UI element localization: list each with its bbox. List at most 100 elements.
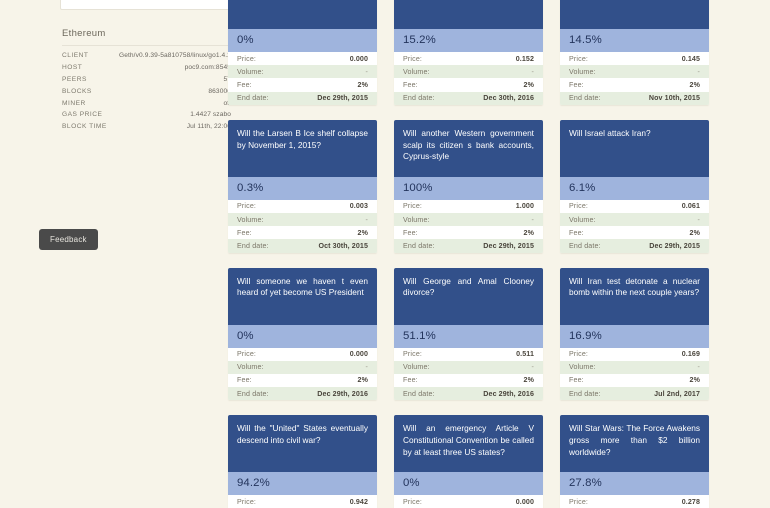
stat-label: End date: (569, 241, 601, 250)
market-card[interactable]: Will the Larsen B Ice shelf collapse by … (228, 119, 377, 253)
market-card[interactable]: Will George and Amal Clooney divorce? 51.… (394, 267, 543, 401)
stat-label: Fee: (403, 228, 418, 237)
market-stat-fee: Fee: 2% (560, 226, 709, 239)
stat-value: 0.000 (349, 350, 368, 359)
market-stat-end-date: End date: Dec 29th, 2015 (228, 91, 377, 105)
market-card[interactable]: Will another Western government scalp it… (394, 119, 543, 253)
stat-label: Fee: (237, 80, 252, 89)
stat-label: Fee: (569, 376, 584, 385)
market-stats: Price: 0.511 Volume: - Fee: 2% End date: Dec 29… (394, 348, 543, 401)
info-label: BLOCK TIME (62, 123, 107, 131)
stat-value: 0.169 (681, 350, 700, 359)
stat-value: Dec 29th, 2015 (317, 94, 368, 103)
stat-value: 0.000 (515, 497, 534, 506)
stat-value: 0.152 (515, 54, 534, 63)
stat-value: 2% (357, 80, 368, 89)
market-stat-volume: Volume: - (560, 212, 709, 227)
market-stat-end-date: End date: Nov 10th, 2015 (560, 91, 709, 105)
stat-label: Price: (403, 497, 423, 506)
stat-label: End date: (237, 389, 269, 398)
market-stats: Price:0.942Volume:-Fee:2%End date:Dec 29… (228, 495, 377, 508)
stat-label: Price: (403, 54, 423, 63)
feedback-button[interactable]: Feedback (39, 229, 98, 250)
info-row-gas-price: GAS PRICE 1.4427 szabo (60, 109, 233, 121)
market-stat-volume: Volume: - (228, 360, 377, 374)
stat-label: End date: (403, 389, 435, 398)
market-card[interactable]: Will Iran test detonate a nuclear bomb w… (560, 267, 709, 401)
stat-value: 0.061 (681, 202, 700, 211)
market-card[interactable]: 2015?0% Price: 0.000 Volume: - Fee: 2% End date… (228, 0, 377, 105)
market-title: Will another Western government scalp it… (394, 119, 543, 177)
market-card[interactable]: Will Israel attack Iran? 6.1% Price: 0.061 V… (560, 119, 709, 253)
market-stat-fee: Fee: 2% (228, 374, 377, 387)
market-stat-price: Price: 0.000 (228, 348, 377, 361)
ethereum-info-list: CLIENT Geth/v0.9.39-5a810758/linux/go1.4… (60, 50, 233, 132)
market-stats: Price: 0.003 Volume: - Fee: 2% End date: Oct 30… (228, 200, 377, 253)
market-stat-price: Price: 0.511 (394, 348, 543, 361)
market-stat-price: Price: 1.000 (394, 200, 543, 213)
sidebar: CASH 6392.0459 REPUTATION 47 ETHER 99967… (60, 0, 233, 132)
market-stat-volume: Volume: - (228, 212, 377, 227)
stat-value: - (365, 363, 368, 372)
market-title: Will Star Wars: The Force Awakens gross … (560, 415, 709, 473)
stat-label: Volume: (237, 67, 264, 76)
ethereum-section-title: Ethereum (62, 28, 106, 39)
market-card[interactable]: 14.5% Price: 0.145 Volume: - Fee: 2% End date: N… (560, 0, 709, 105)
market-card[interactable]: 15.2% Price: 0.152 Volume: - Fee: 2% End date: D… (394, 0, 543, 105)
stat-value: Oct 30th, 2015 (318, 241, 368, 250)
stat-value: 2% (523, 80, 534, 89)
stat-value: - (531, 215, 534, 224)
stat-value: 1.000 (515, 202, 534, 211)
info-value: 863006 (208, 87, 231, 95)
market-stat-price: Price: 0.000 (394, 495, 543, 508)
stat-label: Price: (403, 350, 423, 359)
market-stat-end-date: End date: Dec 29th, 2015 (560, 239, 709, 253)
stat-label: Volume: (403, 67, 430, 76)
stat-value: 2% (689, 228, 700, 237)
market-stat-price: Price: 0.169 (560, 348, 709, 361)
market-title (394, 0, 543, 29)
stat-value: Nov 10th, 2015 (648, 94, 700, 103)
market-stat-fee: Fee: 2% (228, 78, 377, 91)
stat-label: Volume: (237, 215, 264, 224)
market-card[interactable]: Will someone we haven t even heard of ye… (228, 267, 377, 401)
market-stats: Price: 0.145 Volume: - Fee: 2% End date: Nov 10… (560, 52, 709, 105)
market-title: 2015? (228, 0, 377, 29)
market-card[interactable]: Will Star Wars: The Force Awakens gross … (560, 415, 709, 508)
market-stat-volume: Volume: - (394, 65, 543, 79)
stat-label: Fee: (237, 228, 252, 237)
stat-value: - (365, 215, 368, 224)
stat-value: Dec 30th, 2016 (483, 94, 534, 103)
stat-label: Volume: (403, 363, 430, 372)
stat-label: Price: (237, 497, 257, 506)
market-percent: 6.1% (560, 176, 709, 200)
stat-value: - (697, 67, 700, 76)
market-stat-volume: Volume: - (560, 65, 709, 79)
market-stat-price: Price: 0.152 (394, 52, 543, 65)
stat-value: 2% (523, 228, 534, 237)
market-stat-fee: Fee: 2% (394, 78, 543, 91)
stat-label: End date: (403, 94, 435, 103)
market-stat-volume: Volume: - (228, 65, 377, 79)
market-percent: 100% (394, 176, 543, 200)
market-stats: Price: 0.169 Volume: - Fee: 2% End date: Jul 2n… (560, 348, 709, 401)
market-stat-end-date: End date: Oct 30th, 2015 (228, 239, 377, 253)
stat-value: 0.511 (516, 350, 534, 359)
market-stat-fee: Fee: 2% (560, 374, 709, 387)
stat-label: End date: (403, 241, 435, 250)
stat-value: Dec 29th, 2015 (483, 241, 534, 250)
market-title: Will the Larsen B Ice shelf collapse by … (228, 119, 377, 177)
market-stat-end-date: End date: Dec 29th, 2015 (394, 239, 543, 253)
market-card[interactable]: Will an emergency Article V Constitution… (394, 415, 543, 508)
market-stat-price: Price: 0.000 (228, 52, 377, 65)
market-card[interactable]: Will the "United" States eventually desc… (228, 415, 377, 508)
market-title: Will Israel attack Iran? (560, 119, 709, 177)
info-value: poc9.com:8545 (184, 64, 231, 72)
market-title: Will the "United" States eventually desc… (228, 415, 377, 473)
market-stat-fee: Fee: 2% (394, 374, 543, 387)
stat-label: Price: (569, 497, 589, 506)
stat-label: Fee: (569, 228, 584, 237)
